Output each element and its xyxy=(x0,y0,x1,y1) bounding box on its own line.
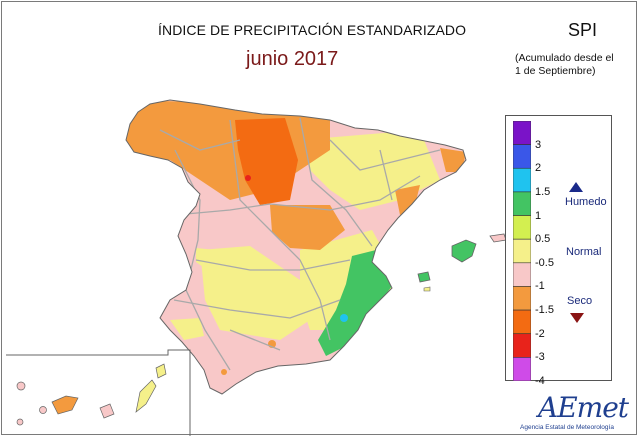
fuerteventura xyxy=(135,379,157,413)
ibiza xyxy=(417,271,431,283)
zone-dry-north-east xyxy=(440,148,466,172)
wet-triangle-icon xyxy=(569,182,583,192)
zone-dry-spot-south-west xyxy=(221,369,227,375)
canary-islands-inset xyxy=(6,349,191,436)
tenerife xyxy=(51,395,79,415)
legend-swatch xyxy=(513,262,531,287)
inset-border xyxy=(6,349,191,436)
legend-swatch xyxy=(513,167,531,193)
legend-tick-label: 2 xyxy=(535,162,542,175)
legend-swatch xyxy=(513,286,531,311)
legend-tick-label: -0.5 xyxy=(535,256,554,269)
legend-tick-label: -1.5 xyxy=(535,304,554,317)
mallorca xyxy=(451,239,477,263)
la-gomera xyxy=(39,406,47,414)
el-hierro xyxy=(16,418,24,426)
la-palma xyxy=(16,381,26,391)
map-subtitle: junio 2017 xyxy=(246,48,339,70)
zone-dry-centre xyxy=(270,205,345,250)
legend-swatch xyxy=(513,191,531,216)
gran-canaria xyxy=(99,403,115,419)
zone-very-wet-spot xyxy=(340,314,348,322)
legend-dry-label: Seco xyxy=(567,295,593,307)
peninsula-outline xyxy=(125,99,467,395)
map-title: ÍNDICE DE PRECIPITACIÓN ESTANDARIZADO xyxy=(158,22,467,38)
aemet-logo: AEmet xyxy=(538,391,629,424)
accumulation-note-line2: 1 de Septiembre) xyxy=(515,65,596,77)
legend-tick-label: 0.5 xyxy=(535,233,551,246)
legend-tick-label: 1.5 xyxy=(535,185,551,198)
zone-dry-east xyxy=(395,185,420,215)
peninsula xyxy=(126,100,466,394)
zone-extreme-dry-spot xyxy=(245,175,251,181)
legend-tick-label: 3 xyxy=(535,138,542,151)
legend-tick-label: 1 xyxy=(535,209,542,222)
legend-normal-label: Normal xyxy=(566,246,602,258)
legend-swatch xyxy=(513,238,531,264)
lanzarote xyxy=(155,363,167,379)
formentera xyxy=(423,286,431,292)
legend-swatch xyxy=(513,333,531,358)
legend-tick-label: -2 xyxy=(535,327,545,340)
aemet-logo-caption: Agencia Estatal de Meteorología xyxy=(520,424,614,431)
accumulation-note-line1: (Acumulado desde el xyxy=(515,52,614,64)
zone-very-dry-north xyxy=(235,118,298,205)
region-boundaries xyxy=(159,117,441,371)
menorca xyxy=(489,233,507,243)
zone-wet-south-east xyxy=(318,250,392,356)
index-name: SPI xyxy=(568,20,598,40)
balearic-islands xyxy=(417,233,507,292)
legend-swatch xyxy=(513,357,531,381)
legend-swatch xyxy=(513,121,531,145)
legend-wet-label: Humedo xyxy=(565,196,607,208)
zone-normal-south-west xyxy=(170,318,204,340)
legend-tick-label: -1 xyxy=(535,280,545,293)
legend-swatch xyxy=(513,215,531,240)
dry-triangle-icon xyxy=(570,313,584,323)
legend-swatch xyxy=(513,144,531,169)
legend-swatch xyxy=(513,309,531,335)
legend-tick-label: -3 xyxy=(535,351,545,364)
legend-color-bar xyxy=(513,121,531,381)
legend-tick-label: -4 xyxy=(535,375,545,387)
